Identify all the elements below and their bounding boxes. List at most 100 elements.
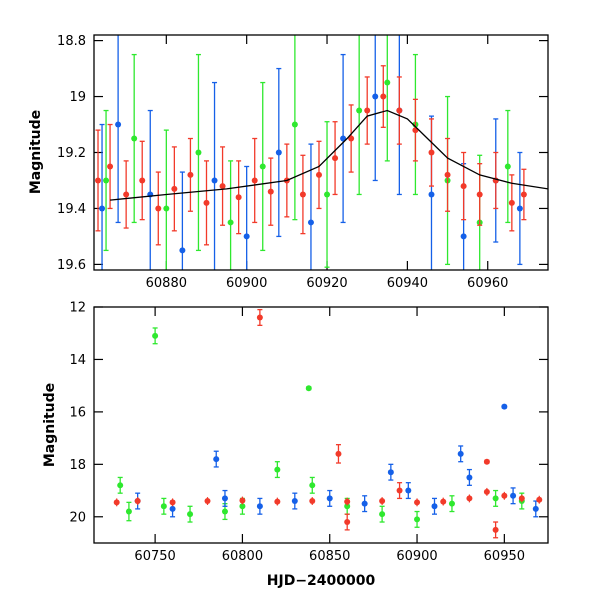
bottom-ytick-label: 20 xyxy=(69,510,86,525)
bottom-band-point xyxy=(169,499,176,506)
top-red-point xyxy=(348,135,355,142)
top-blue-point xyxy=(428,191,435,198)
top-red-point xyxy=(444,171,451,178)
top-blue-point xyxy=(243,233,250,240)
top-ytick-label: 19.4 xyxy=(57,202,86,217)
top-red-point xyxy=(315,171,322,178)
bottom-blue-point xyxy=(256,503,263,510)
top-blue-point xyxy=(372,93,379,100)
top-red-point xyxy=(380,93,387,100)
bottom-green-point xyxy=(160,503,167,510)
bottom-green-point xyxy=(305,385,312,392)
bottom-axes-frame xyxy=(93,306,549,544)
bottom-band-point xyxy=(344,498,351,505)
top-green-point xyxy=(227,219,234,226)
top-green-point xyxy=(384,79,391,86)
top-xtick-label: 60960 xyxy=(467,276,508,291)
bottom-band-point xyxy=(483,488,490,495)
bottom-xtick-label: 60900 xyxy=(396,549,437,564)
top-blue-point xyxy=(115,121,122,128)
bottom-green-point xyxy=(221,508,228,515)
bottom-green-point xyxy=(379,511,386,518)
top-green-point xyxy=(259,163,266,170)
top-red-point xyxy=(203,199,210,206)
top-blue-point xyxy=(99,205,106,212)
bottom-blue-point xyxy=(457,450,464,457)
bottom-data-layer xyxy=(113,308,543,539)
top-ytick-label: 19.6 xyxy=(57,258,86,273)
top-panel-zoom: 60880 60900 60920 60940 60960 18.8 19 19.2 19.4 1… xyxy=(28,34,549,291)
bottom-xtick-label: 60950 xyxy=(484,549,525,564)
bottom-xtick-label: 60800 xyxy=(222,549,263,564)
top-green-point xyxy=(291,121,298,128)
bottom-band-point xyxy=(274,498,281,505)
top-red-point xyxy=(460,183,467,190)
bottom-red-point xyxy=(335,450,342,457)
top-ytick-label: 19.2 xyxy=(57,146,86,161)
bottom-x-axis-label: HJD−2400000 xyxy=(267,573,376,589)
top-xtick-label: 60920 xyxy=(306,276,347,291)
bottom-green-point xyxy=(492,495,499,502)
top-red-point xyxy=(520,191,527,198)
top-tick-labels: 60880 60900 60920 60940 60960 18.8 19 19.2 19.4 1… xyxy=(57,34,508,291)
top-red-point xyxy=(171,185,178,192)
bottom-green-point xyxy=(239,503,246,510)
bottom-blue-point xyxy=(431,503,438,510)
top-green-point xyxy=(504,163,511,170)
bottom-band-point xyxy=(113,499,120,506)
bottom-blue-point xyxy=(361,500,368,507)
top-green-point xyxy=(131,135,138,142)
top-red-point xyxy=(123,191,130,198)
bottom-ytick-label: 18 xyxy=(69,458,86,473)
top-xtick-label: 60940 xyxy=(387,276,428,291)
bottom-ytick-label: 14 xyxy=(69,353,86,368)
bottom-blue-point xyxy=(501,403,508,410)
bottom-band-point xyxy=(379,498,386,505)
bottom-red-point xyxy=(256,314,263,321)
bottom-ytick-label: 16 xyxy=(69,405,86,420)
bottom-band-point xyxy=(414,499,421,506)
top-green-point xyxy=(163,205,170,212)
top-blue-point xyxy=(307,219,314,226)
top-red-point xyxy=(155,205,162,212)
bottom-blue-point xyxy=(326,495,333,502)
bottom-xtick-label: 60850 xyxy=(309,549,350,564)
bottom-y-axis-label: Magnitude xyxy=(42,383,58,467)
bottom-band-point xyxy=(134,498,141,505)
top-red-point xyxy=(139,177,146,184)
top-xtick-label: 60900 xyxy=(226,276,267,291)
bottom-green-point xyxy=(152,332,159,339)
bottom-blue-point xyxy=(169,505,176,512)
top-red-point xyxy=(235,194,242,201)
bottom-red-point xyxy=(483,458,490,465)
top-red-point xyxy=(428,149,435,156)
top-blue-point xyxy=(275,149,282,156)
top-red-point xyxy=(476,191,483,198)
bottom-band-point xyxy=(239,497,246,504)
top-green-point xyxy=(195,149,202,156)
bottom-band-point xyxy=(536,496,543,503)
top-red-point xyxy=(396,107,403,114)
bottom-panel-full: 60750 60800 60850 60900 60950 12 14 16 18 20 Magn… xyxy=(42,301,549,589)
top-red-point xyxy=(267,188,274,195)
bottom-blue-point xyxy=(291,498,298,505)
bottom-blue-point xyxy=(510,492,517,499)
bottom-band-point xyxy=(440,498,447,505)
bottom-band-point xyxy=(309,498,316,505)
bottom-xtick-label: 60750 xyxy=(134,549,175,564)
bottom-tick-labels: 60750 60800 60850 60900 60950 12 14 16 18 20 xyxy=(69,301,525,565)
top-red-point xyxy=(364,107,371,114)
top-ytick-label: 19 xyxy=(69,90,86,105)
top-model-curve xyxy=(110,109,548,201)
bottom-green-point xyxy=(344,503,351,510)
top-green-point xyxy=(356,107,363,114)
top-ytick-label: 18.8 xyxy=(57,34,86,49)
bottom-green-point xyxy=(414,516,421,523)
top-data-layer xyxy=(95,35,548,270)
bottom-blue-point xyxy=(221,495,228,502)
bottom-blue-point xyxy=(466,474,473,481)
top-axes-frame xyxy=(93,34,549,271)
bottom-green-point xyxy=(309,482,316,489)
top-blue-point xyxy=(211,177,218,184)
